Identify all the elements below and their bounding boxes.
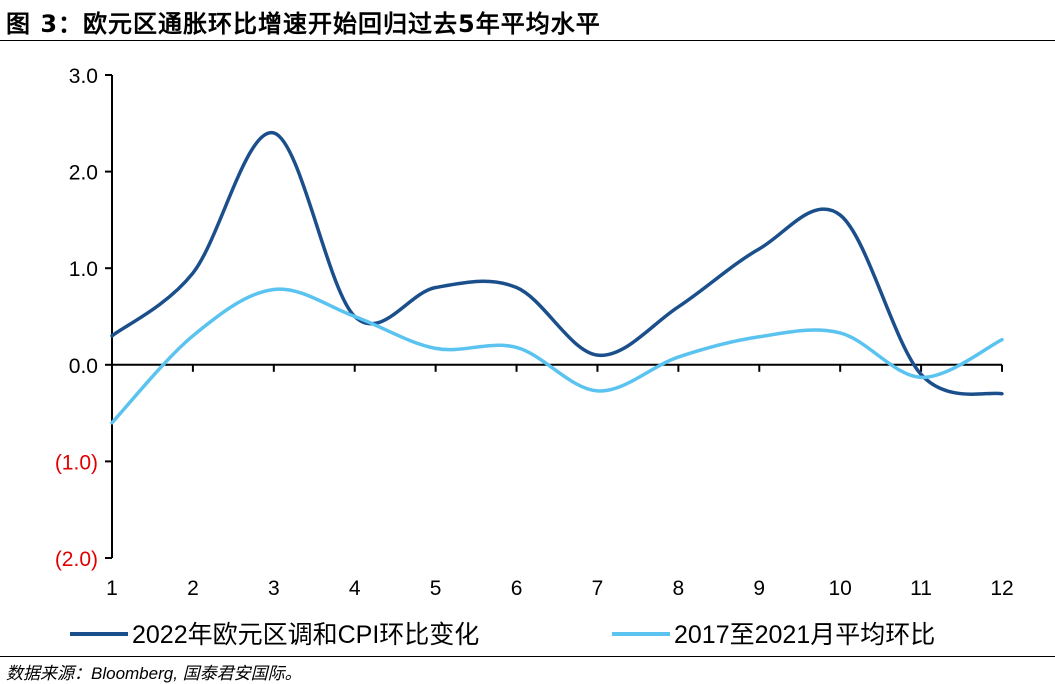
y-tick-label: 0.0	[69, 355, 98, 378]
x-tick-label: 3	[268, 577, 280, 600]
x-tick-label: 6	[511, 577, 523, 600]
x-tick-label: 12	[990, 577, 1013, 600]
y-tick-label: (2.0)	[55, 548, 98, 571]
x-tick-label: 5	[430, 577, 442, 600]
source-divider	[0, 656, 1055, 657]
x-tick-label: 4	[349, 577, 361, 600]
source-note: 数据来源：Bloomberg, 国泰君安国际。	[6, 659, 302, 684]
series-line-1	[112, 133, 1002, 395]
x-tick-label: 9	[753, 577, 765, 600]
x-tick-label: 2	[187, 577, 199, 600]
y-tick-label: 1.0	[69, 258, 98, 281]
legend-label-2: 2017至2021月平均环比	[674, 621, 935, 649]
x-tick-label: 8	[673, 577, 685, 600]
y-tick-label: (1.0)	[55, 451, 98, 474]
x-tick-label: 1	[106, 577, 118, 600]
x-tick-label: 7	[592, 577, 604, 600]
x-tick-label: 10	[829, 577, 852, 600]
x-tick-label: 11	[910, 577, 932, 600]
y-tick-label: 3.0	[69, 65, 98, 88]
series-line-2	[112, 289, 1002, 423]
legend-label-1: 2022年欧元区调和CPI环比变化	[132, 621, 479, 649]
y-tick-label: 2.0	[69, 162, 98, 185]
